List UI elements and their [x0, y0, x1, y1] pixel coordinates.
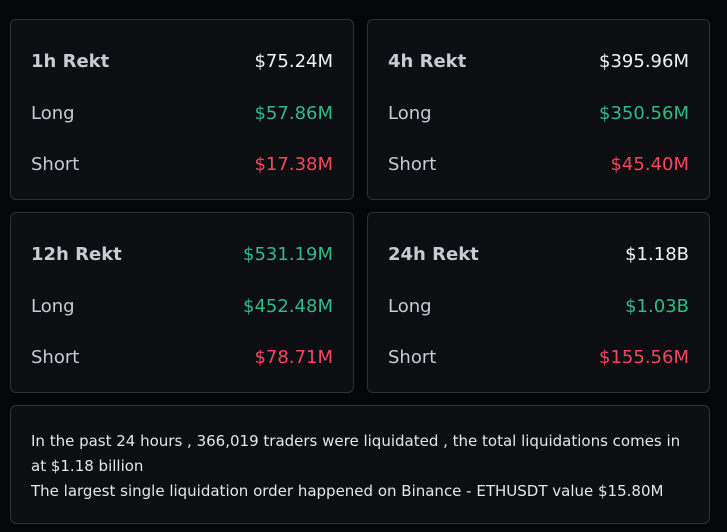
rekt-header-row: 24h Rekt $1.18B [388, 242, 689, 266]
summary-line-largest-order: The largest single liquidation order hap… [31, 482, 664, 500]
rekt-card-4h: 4h Rekt $395.96M Long $350.56M Short $45… [367, 19, 710, 200]
long-label: Long [31, 102, 75, 124]
short-value: $17.38M [254, 153, 333, 175]
rekt-total-value: $395.96M [599, 50, 689, 72]
rekt-total-value: $1.18B [625, 243, 689, 265]
long-value: $1.03B [625, 295, 689, 317]
long-value: $350.56M [599, 102, 689, 124]
long-row: Long $350.56M [388, 101, 689, 125]
rekt-card-1h: 1h Rekt $75.24M Long $57.86M Short $17.3… [10, 19, 354, 200]
rekt-header-row: 12h Rekt $531.19M [31, 242, 333, 266]
rekt-total-value: $75.24M [254, 50, 333, 72]
short-label: Short [388, 153, 437, 175]
rekt-period-label: 12h Rekt [31, 243, 122, 265]
short-label: Short [31, 346, 80, 368]
short-value: $45.40M [610, 153, 689, 175]
long-row: Long $1.03B [388, 294, 689, 318]
rekt-header-row: 4h Rekt $395.96M [388, 49, 689, 73]
short-value: $155.56M [599, 346, 689, 368]
short-label: Short [388, 346, 437, 368]
rekt-card-12h: 12h Rekt $531.19M Long $452.48M Short $7… [10, 212, 354, 393]
rekt-period-label: 1h Rekt [31, 50, 110, 72]
long-row: Long $57.86M [31, 101, 333, 125]
long-label: Long [388, 102, 432, 124]
short-row: Short $17.38M [31, 152, 333, 176]
short-row: Short $45.40M [388, 152, 689, 176]
rekt-total-value: $531.19M [243, 243, 333, 265]
summary-line-traders: In the past 24 hours , 366,019 traders w… [31, 432, 681, 475]
short-row: Short $155.56M [388, 345, 689, 369]
liquidation-summary-text: In the past 24 hours , 366,019 traders w… [31, 429, 689, 504]
rekt-header-row: 1h Rekt $75.24M [31, 49, 333, 73]
short-value: $78.71M [254, 346, 333, 368]
long-value: $57.86M [254, 102, 333, 124]
rekt-period-label: 4h Rekt [388, 50, 467, 72]
long-label: Long [388, 295, 432, 317]
liquidation-summary-box: In the past 24 hours , 366,019 traders w… [10, 405, 710, 524]
rekt-card-24h: 24h Rekt $1.18B Long $1.03B Short $155.5… [367, 212, 710, 393]
rekt-period-label: 24h Rekt [388, 243, 479, 265]
long-value: $452.48M [243, 295, 333, 317]
short-label: Short [31, 153, 80, 175]
long-row: Long $452.48M [31, 294, 333, 318]
short-row: Short $78.71M [31, 345, 333, 369]
long-label: Long [31, 295, 75, 317]
